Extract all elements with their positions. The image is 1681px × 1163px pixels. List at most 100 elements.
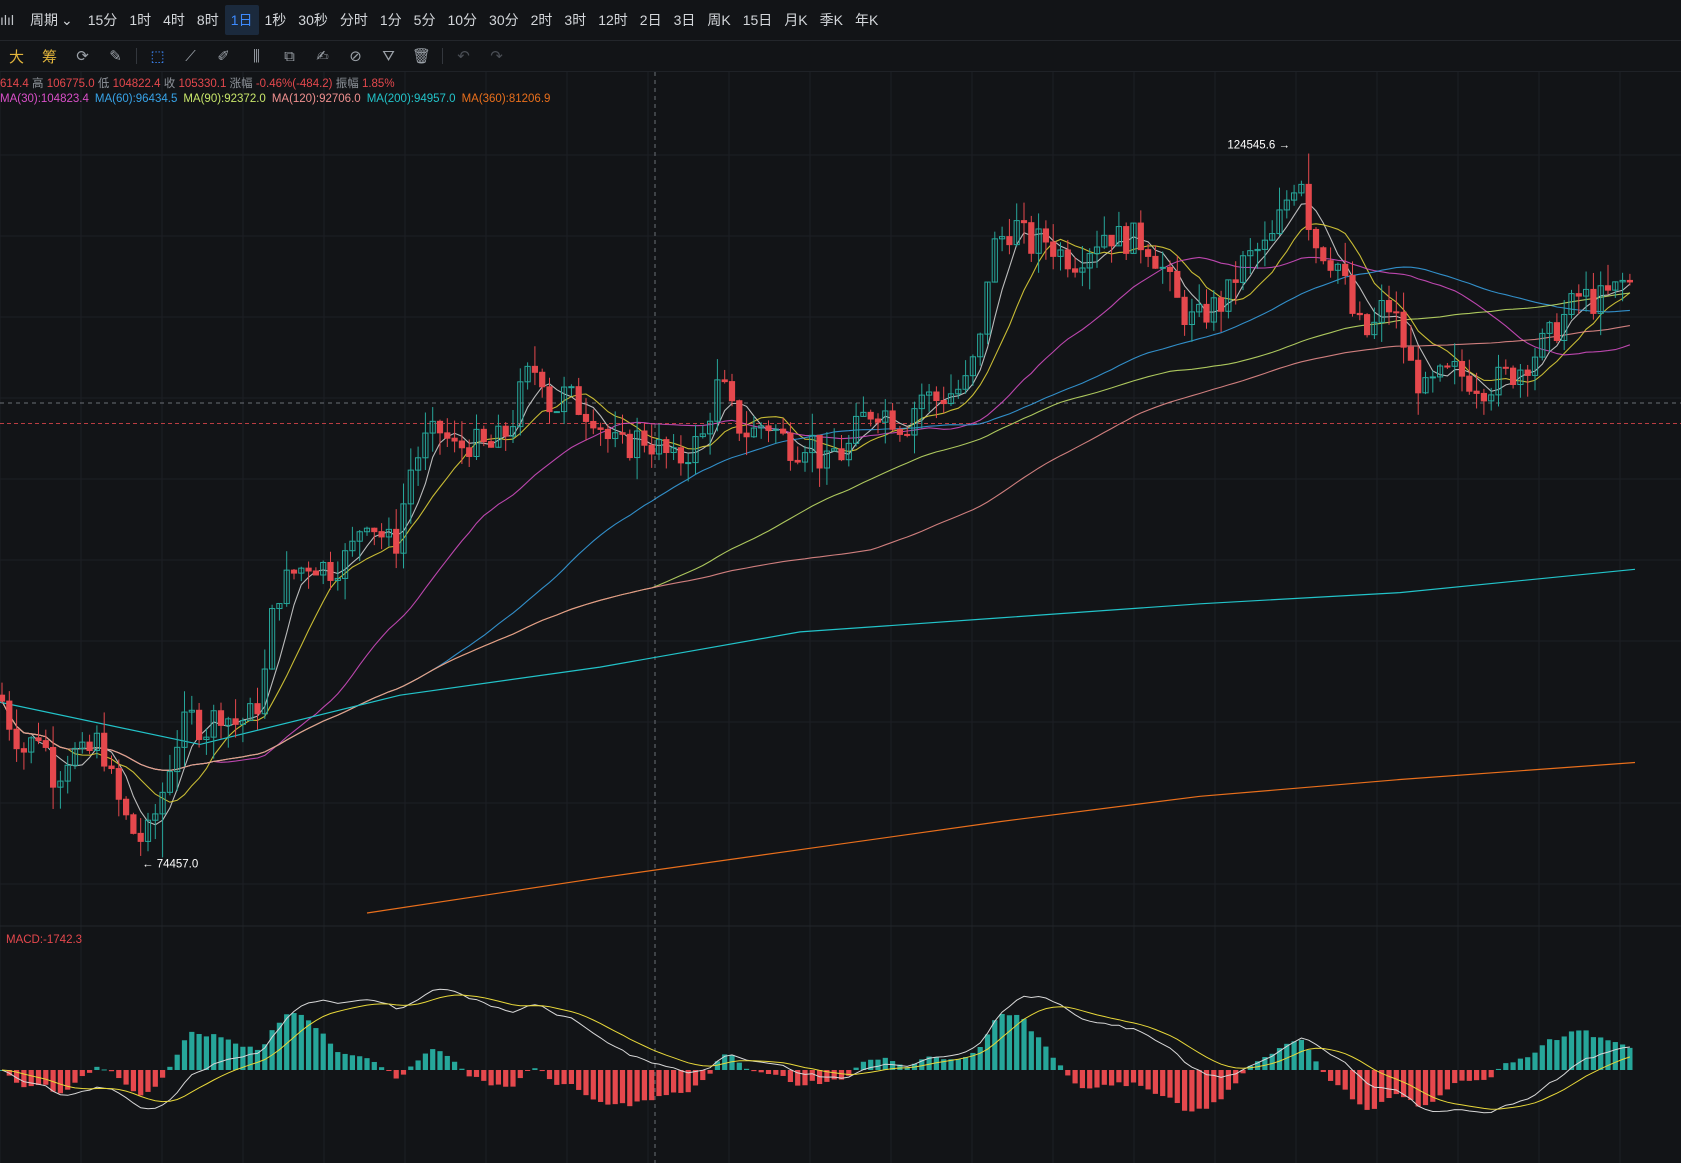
timeframe-9[interactable]: 5分 xyxy=(413,12,436,28)
candle-body xyxy=(750,427,757,438)
timeframe-4[interactable]: 1日 xyxy=(224,5,259,35)
candle-body xyxy=(1130,222,1137,254)
candle-body xyxy=(1196,303,1203,313)
ruler-icon[interactable]: ⟋ xyxy=(185,47,196,65)
candle-body xyxy=(429,420,436,434)
candle-body xyxy=(436,420,444,434)
macd-bar xyxy=(1233,1070,1239,1084)
timeframe-2[interactable]: 4时 xyxy=(163,12,185,28)
timeframe-10[interactable]: 10分 xyxy=(447,12,478,28)
candle-body xyxy=(305,567,312,572)
timeframe-8[interactable]: 1分 xyxy=(379,12,402,28)
timeframe-0[interactable]: 15分 xyxy=(87,12,118,28)
macd-bar xyxy=(1488,1070,1494,1078)
candle-body xyxy=(1166,266,1174,272)
ma-legend-item: MA(60):96434.5 xyxy=(94,93,178,105)
candle-body xyxy=(874,418,882,423)
timeframe-6[interactable]: 30秒 xyxy=(298,12,328,28)
candle-body xyxy=(553,411,560,414)
trash-icon[interactable]: 🗑 xyxy=(411,48,432,65)
timeframe-12[interactable]: 2时 xyxy=(530,12,553,28)
candle-body xyxy=(1473,390,1480,394)
candle-body xyxy=(918,394,925,410)
macd-bar xyxy=(1240,1070,1246,1074)
candle-body xyxy=(356,531,363,542)
candle-body xyxy=(1502,366,1509,369)
redo-icon[interactable]: ↷ xyxy=(490,48,503,65)
macd-bar xyxy=(598,1070,604,1102)
macd-bar xyxy=(225,1039,231,1070)
candle-body xyxy=(969,356,976,377)
macd-bar xyxy=(1284,1043,1290,1070)
macd-bar xyxy=(751,1070,757,1072)
undo-icon[interactable]: ↶ xyxy=(457,48,470,65)
candle-body xyxy=(648,444,655,455)
timeframe-16[interactable]: 3日 xyxy=(673,12,696,28)
change-value: -0.46%(-484.2) xyxy=(255,78,333,90)
macd-bar xyxy=(1057,1065,1064,1070)
macd-bar xyxy=(284,1014,290,1070)
timeframe-13[interactable]: 3时 xyxy=(564,12,587,28)
timeframe-21[interactable]: 年K xyxy=(855,12,879,28)
timeframe-19[interactable]: 月K xyxy=(784,12,808,28)
timeframe-1[interactable]: 1时 xyxy=(129,12,152,28)
candle-body xyxy=(882,410,889,423)
macd-bar xyxy=(948,1059,954,1070)
timeframe-3[interactable]: 8时 xyxy=(196,12,219,28)
candle-body xyxy=(1145,249,1152,257)
macd-bar xyxy=(291,1013,297,1070)
candle-body xyxy=(670,447,677,454)
select-cursor-icon[interactable]: ⬚ xyxy=(150,48,165,65)
candle-body xyxy=(1524,369,1531,376)
candle-body xyxy=(1269,233,1276,241)
candle-body xyxy=(736,400,743,434)
timeframe-11[interactable]: 30分 xyxy=(489,12,519,28)
ma-legend-item: MA(30):104823.4 xyxy=(0,93,89,105)
filter-icon[interactable]: ⛛ xyxy=(382,47,395,65)
candle-body xyxy=(502,425,509,437)
macd-bar xyxy=(1612,1042,1618,1070)
macd-bar xyxy=(1021,1018,1027,1070)
macd-bar xyxy=(933,1057,939,1070)
candle-body xyxy=(444,432,451,439)
note-icon[interactable]: ✍ xyxy=(316,48,329,65)
macd-bar xyxy=(1503,1063,1509,1070)
big-text-icon[interactable]: 大 xyxy=(8,48,24,66)
candle-body xyxy=(217,710,225,726)
candle-body xyxy=(999,236,1006,240)
macd-bar xyxy=(87,1070,93,1073)
candle-body xyxy=(1093,246,1101,255)
chip-distribution-icon[interactable]: 筹 xyxy=(41,48,57,66)
macd-bar xyxy=(437,1051,443,1070)
macd-bar xyxy=(1079,1070,1085,1089)
timeframe-14[interactable]: 12时 xyxy=(598,12,628,28)
copy-icon[interactable]: ⧉ xyxy=(284,47,295,65)
macd-label: MACD:-1742.3 xyxy=(6,934,82,946)
candle-body xyxy=(634,430,641,459)
timeframe-17[interactable]: 周K xyxy=(707,12,731,28)
draw-settings-icon[interactable]: ✎ xyxy=(109,48,122,65)
candle-body xyxy=(1312,228,1320,249)
timeframe-5[interactable]: 1秒 xyxy=(264,12,287,28)
timeframe-7[interactable]: 分时 xyxy=(339,12,368,28)
candle-body xyxy=(6,700,13,730)
pen-icon[interactable]: ✐ xyxy=(217,48,230,65)
timeframe-18[interactable]: 15日 xyxy=(742,12,773,28)
magnet-icon[interactable]: ⊘ xyxy=(349,48,362,65)
macd-bar xyxy=(233,1043,239,1070)
candle-pattern-icon[interactable]: ⫼ xyxy=(253,47,260,65)
candle-body xyxy=(327,561,334,581)
macd-bar xyxy=(28,1070,34,1087)
macd-bar xyxy=(1474,1070,1480,1081)
timeframe-15[interactable]: 2日 xyxy=(639,12,662,28)
macd-bar xyxy=(1306,1049,1312,1070)
chart-type-icon[interactable]: ılıl xyxy=(0,12,14,28)
candle-body xyxy=(1561,313,1568,341)
macd-bar xyxy=(189,1031,195,1070)
candle-body xyxy=(780,428,787,434)
macd-bar xyxy=(1576,1030,1582,1070)
indicator-icon[interactable]: ⟳ xyxy=(76,48,89,65)
timeframe-20[interactable]: 季K xyxy=(819,12,843,28)
period-dropdown[interactable]: 周期 ⌄ xyxy=(24,10,82,30)
